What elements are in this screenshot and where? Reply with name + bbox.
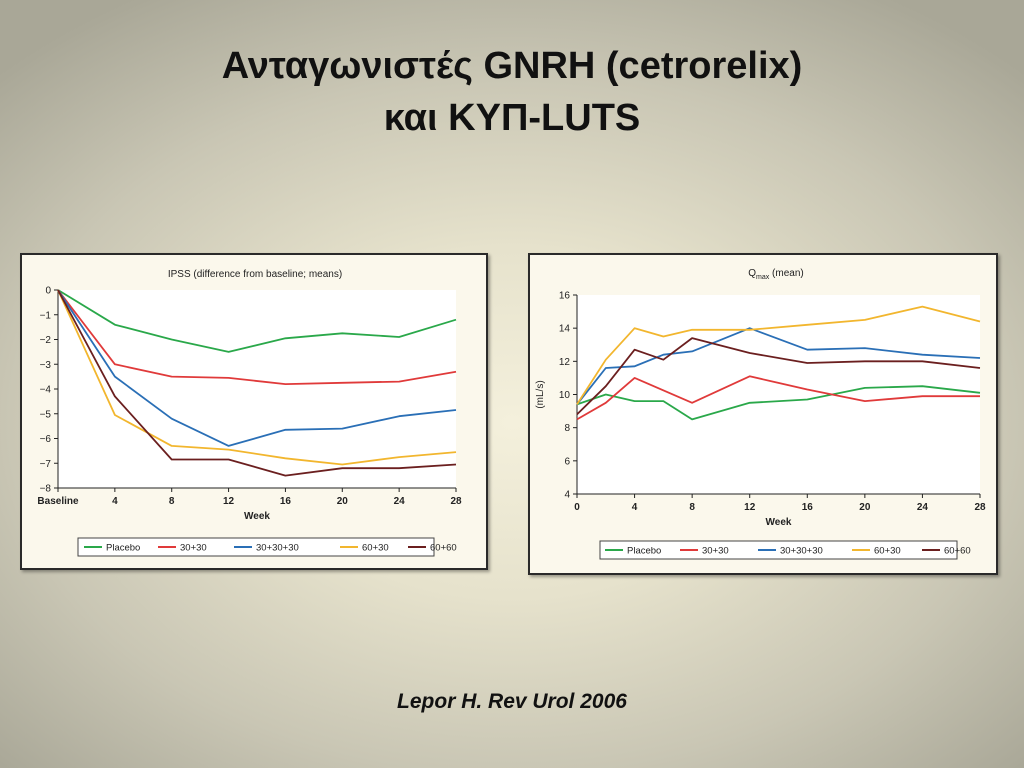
series-line-60-60 bbox=[576, 337, 981, 416]
series-line-placebo bbox=[57, 289, 457, 353]
x-tick-label: 0 bbox=[574, 502, 580, 513]
x-tick-label: 24 bbox=[394, 496, 406, 507]
chart-legend: Placebo 30+30 30+30+30 60+30 60+60 bbox=[77, 537, 457, 557]
y-tick-label: 6 bbox=[564, 456, 570, 467]
series-line-30-30 bbox=[57, 289, 457, 386]
slide-title-line-2: και ΚΥΠ-LUTS bbox=[383, 97, 641, 139]
plot-area bbox=[58, 290, 456, 488]
x-tick-label: 8 bbox=[169, 496, 175, 507]
x-tick-label: 28 bbox=[974, 502, 986, 513]
legend-label: 30+30 bbox=[702, 546, 729, 557]
series-line-60-60 bbox=[57, 289, 457, 477]
y-tick-label: 8 bbox=[564, 423, 570, 434]
ipss-chart-panel: IPSS (difference from baseline; means) 0 −… bbox=[20, 253, 488, 570]
legend-label: Placebo bbox=[106, 543, 140, 554]
legend-label: 30+30+30 bbox=[256, 543, 299, 554]
y-tick-label: 12 bbox=[559, 357, 571, 368]
x-tick-label: 8 bbox=[689, 502, 695, 513]
y-tick-label: −6 bbox=[40, 434, 52, 445]
series-line-30-30-30 bbox=[57, 289, 457, 447]
legend-label: 60+30 bbox=[362, 543, 389, 554]
y-tick-label: −3 bbox=[40, 360, 52, 371]
y-tick-label: 0 bbox=[45, 286, 51, 297]
y-tick-label: −2 bbox=[40, 335, 52, 346]
legend-label: Placebo bbox=[627, 546, 661, 557]
slide-title-line-1: Ανταγωνιστές GNRH (cetrorelix) bbox=[221, 45, 803, 87]
y-tick-label: −8 bbox=[40, 484, 52, 495]
y-tick-label: 4 bbox=[564, 490, 570, 501]
x-tick-label: 12 bbox=[223, 496, 235, 507]
x-tick-label: 12 bbox=[744, 502, 756, 513]
y-tick-label: −4 bbox=[40, 385, 52, 396]
x-axis-label: Week bbox=[766, 517, 792, 528]
chart-title: Qmax (mean) bbox=[748, 268, 803, 281]
y-tick-label: −5 bbox=[40, 409, 52, 420]
chart-legend: Placebo 30+30 30+30+30 60+30 60+60 bbox=[599, 540, 971, 560]
x-tick-label: 28 bbox=[450, 496, 462, 507]
slide-title: Ανταγωνιστές GNRH (cetrorelix) και ΚΥΠ-L… bbox=[0, 40, 1024, 144]
x-tick-label: 16 bbox=[802, 502, 814, 513]
series-line-60-30 bbox=[57, 289, 457, 466]
plot-area bbox=[577, 295, 980, 494]
legend-box bbox=[599, 540, 958, 560]
y-tick-label: −7 bbox=[40, 459, 52, 470]
chart-title: IPSS (difference from baseline; means) bbox=[168, 269, 342, 280]
x-tick-label: 4 bbox=[632, 502, 638, 513]
legend-label: 30+30+30 bbox=[780, 546, 823, 557]
y-tick-label: 10 bbox=[559, 390, 571, 401]
series-line-30-30 bbox=[576, 375, 980, 421]
x-tick-label: 4 bbox=[112, 496, 118, 507]
x-tick-label: 24 bbox=[917, 502, 929, 513]
citation: Lepor H. Rev Urol 2006 bbox=[397, 690, 627, 713]
x-tick-label: Baseline bbox=[37, 496, 79, 507]
legend-label: 60+60 bbox=[430, 543, 457, 554]
y-axis-label: (mL/s) bbox=[535, 380, 546, 408]
legend-box bbox=[77, 537, 435, 557]
legend-label: 30+30 bbox=[180, 543, 207, 554]
legend-label: 60+30 bbox=[874, 546, 901, 557]
ipss-chart: IPSS (difference from baseline; means) 0 −… bbox=[37, 269, 462, 557]
x-tick-label: 20 bbox=[337, 496, 349, 507]
legend-label: 60+60 bbox=[944, 546, 971, 557]
series-line-60-30 bbox=[576, 305, 981, 405]
series-line-placebo bbox=[576, 385, 981, 421]
y-tick-label: 16 bbox=[559, 291, 571, 302]
y-tick-label: −1 bbox=[40, 310, 52, 321]
y-tick-label: 14 bbox=[559, 324, 571, 335]
x-axis-label: Week bbox=[244, 511, 270, 522]
qmax-chart-panel: Qmax (mean) 4 6 8 10 12 14 16 0 4 8 12 16 20 24 28 Week(… bbox=[528, 253, 998, 575]
x-tick-label: 20 bbox=[859, 502, 871, 513]
x-tick-label: 16 bbox=[280, 496, 292, 507]
